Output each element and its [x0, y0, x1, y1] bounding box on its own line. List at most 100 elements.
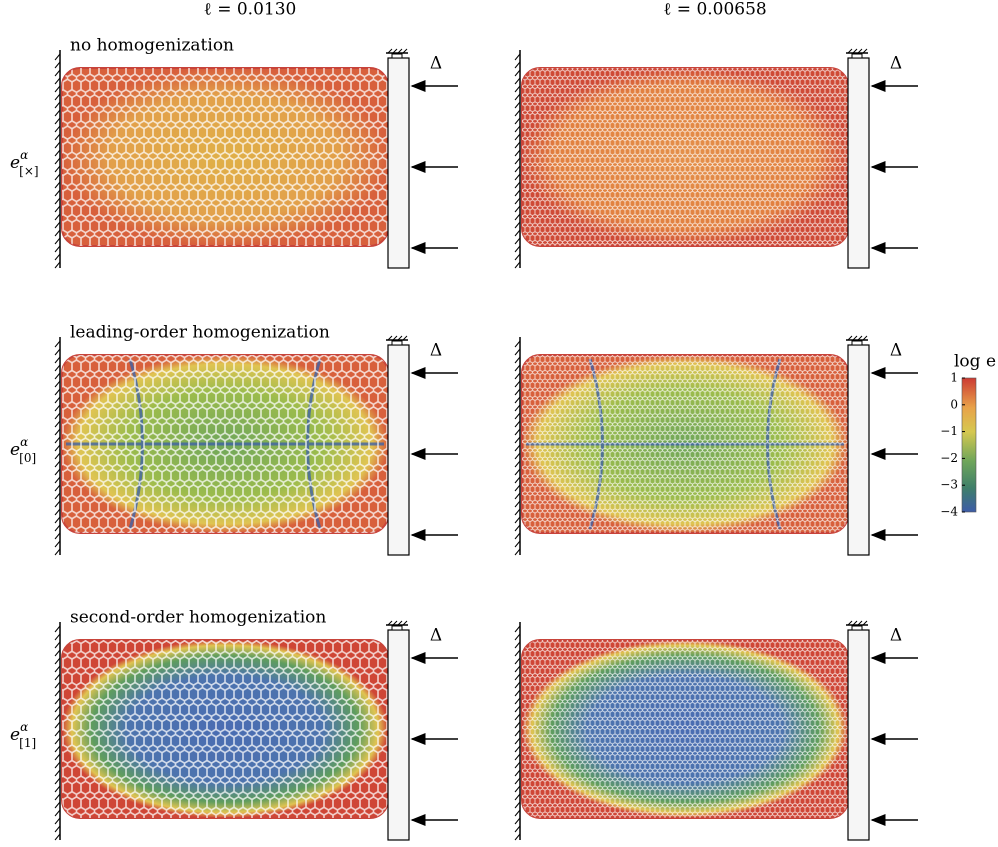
- support-hatch: [387, 620, 393, 626]
- support-hatch: [387, 48, 393, 54]
- wall-hatch: [54, 809, 61, 817]
- wall-hatch: [514, 484, 521, 492]
- wall-hatch: [514, 540, 521, 548]
- wall-hatch: [54, 117, 61, 125]
- roller: [391, 340, 403, 346]
- plate: [387, 629, 410, 841]
- wall-hatch: [514, 61, 521, 69]
- wall-hatch: [514, 420, 521, 428]
- load-label: Δ: [890, 54, 902, 74]
- wall-hatch: [514, 713, 521, 721]
- colorbar-title: log e: [954, 352, 996, 372]
- wall-hatch: [54, 452, 61, 460]
- wall-hatch: [514, 356, 521, 364]
- wall-hatch: [514, 173, 521, 181]
- wall-hatch: [54, 165, 61, 173]
- support-hatch: [392, 48, 398, 54]
- wall-hatch: [54, 229, 61, 237]
- wall-hatch: [54, 641, 61, 649]
- wall-hatch: [514, 729, 521, 737]
- wall-hatch: [514, 705, 521, 713]
- wall-hatch: [514, 428, 521, 436]
- wall-hatch: [514, 777, 521, 785]
- label-base: e: [10, 440, 20, 460]
- row-label: eα [0]: [10, 435, 36, 465]
- support-hatch: [857, 335, 863, 341]
- wall-hatch: [54, 492, 61, 500]
- wall-hatch: [514, 532, 521, 540]
- load-label: Δ: [430, 341, 442, 361]
- wall-hatch: [514, 753, 521, 761]
- wall-hatch: [514, 801, 521, 809]
- support-hatch: [847, 620, 853, 626]
- plate: [847, 629, 870, 841]
- wall-hatch: [54, 372, 61, 380]
- wall-hatch: [514, 165, 521, 173]
- wall-hatch: [514, 197, 521, 205]
- wall-hatch: [54, 689, 61, 697]
- support-hatch: [857, 48, 863, 54]
- label-sub: [1]: [19, 736, 36, 750]
- colorbar-tick-label: −1: [940, 424, 958, 438]
- wall-hatch: [54, 348, 61, 356]
- wall-hatch: [514, 793, 521, 801]
- wall-hatch: [54, 213, 61, 221]
- wall-hatch: [514, 833, 521, 841]
- wall-hatch: [514, 229, 521, 237]
- wall-hatch: [54, 444, 61, 452]
- wall-hatch: [54, 516, 61, 524]
- wall-hatch: [514, 93, 521, 101]
- wall-hatch: [54, 468, 61, 476]
- support-hatch: [387, 335, 393, 341]
- wall-hatch: [514, 125, 521, 133]
- wall-hatch: [54, 173, 61, 181]
- wall-hatch: [54, 237, 61, 245]
- wall-hatch: [54, 197, 61, 205]
- wall-hatch: [514, 109, 521, 117]
- label-base: e: [10, 725, 20, 745]
- wall-hatch: [54, 205, 61, 213]
- colorbar: [961, 377, 977, 513]
- wall-hatch: [514, 141, 521, 149]
- lattice-cells: [62, 68, 388, 246]
- wall-hatch: [54, 109, 61, 117]
- wall-hatch: [514, 117, 521, 125]
- wall-hatch: [514, 476, 521, 484]
- wall-hatch: [514, 412, 521, 420]
- wall-hatch: [514, 205, 521, 213]
- wall-hatch: [54, 364, 61, 372]
- wall-hatch: [54, 657, 61, 665]
- support-hatch: [852, 335, 858, 341]
- wall-hatch: [514, 77, 521, 85]
- wall-hatch: [514, 149, 521, 157]
- colorbar-tick-label: 1: [950, 371, 958, 385]
- wall-hatch: [514, 633, 521, 641]
- wall-hatch: [514, 460, 521, 468]
- wall-hatch: [54, 77, 61, 85]
- wall-hatch: [514, 396, 521, 404]
- wall-hatch: [514, 364, 521, 372]
- wall-hatch: [514, 340, 521, 348]
- support-hatch: [397, 335, 403, 341]
- wall-hatch: [54, 420, 61, 428]
- colorbar-tick-label: −3: [940, 478, 958, 492]
- wall-hatch: [514, 372, 521, 380]
- wall-hatch: [54, 412, 61, 420]
- roller: [851, 625, 863, 631]
- wall-hatch: [514, 825, 521, 833]
- wall-hatch: [514, 817, 521, 825]
- wall-hatch: [54, 221, 61, 229]
- wall-hatch: [54, 101, 61, 109]
- wall-hatch: [54, 157, 61, 165]
- wall-hatch: [514, 508, 521, 516]
- wall-hatch: [514, 548, 521, 556]
- row-caption: leading-order homogenization: [70, 323, 330, 343]
- wall-hatch: [514, 348, 521, 356]
- support-hatch: [852, 620, 858, 626]
- wall-hatch: [514, 641, 521, 649]
- label-sup: α: [20, 148, 28, 162]
- wall-hatch: [514, 69, 521, 77]
- row-caption: second-order homogenization: [70, 608, 326, 628]
- wall-hatch: [54, 141, 61, 149]
- wall-hatch: [54, 777, 61, 785]
